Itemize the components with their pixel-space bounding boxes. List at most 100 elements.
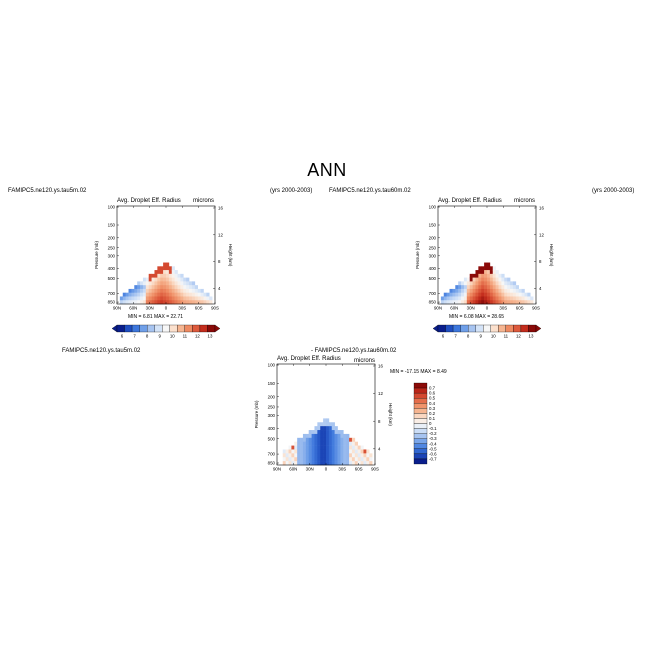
field-cell — [200, 288, 204, 293]
colorbar-swatch — [146, 324, 155, 333]
field-cell — [461, 292, 465, 297]
field-cell — [351, 461, 356, 466]
field-cell — [326, 441, 330, 446]
field-cell — [128, 288, 132, 293]
field-cell — [501, 285, 505, 290]
y-right-tick-label: 8 — [218, 259, 221, 264]
field-cell — [326, 426, 330, 431]
field-cell — [189, 285, 193, 290]
field-cell — [137, 285, 141, 290]
field-cell — [466, 296, 470, 301]
field-cell — [194, 288, 198, 293]
field-cell — [469, 300, 473, 305]
colorbar-swatch — [413, 418, 428, 424]
field-cell — [300, 449, 304, 454]
field-cell — [311, 437, 315, 442]
field-cell — [183, 300, 187, 305]
field-cell — [354, 449, 358, 454]
x-tick-label: 90N — [113, 306, 121, 311]
field-cell — [320, 453, 324, 458]
field-cell — [328, 457, 333, 462]
field-cell — [507, 288, 511, 293]
colorbar-label: -0.7 — [429, 456, 437, 461]
y-tick-label: 400 — [108, 266, 116, 271]
field-cell — [125, 300, 129, 305]
field-cell — [443, 300, 447, 305]
field-cell — [484, 292, 488, 297]
x-tick-label: 30S — [338, 467, 346, 472]
colorbar-label: 0.1 — [429, 416, 436, 421]
field-cell — [504, 296, 508, 301]
field-cell — [305, 433, 309, 439]
field-cell — [166, 292, 170, 297]
x-tick-label: 60S — [195, 306, 203, 311]
panel2-minmax: MIN = 6.08 MAX = 28.65 — [449, 314, 505, 320]
field-cell — [498, 277, 502, 282]
field-cell — [197, 288, 201, 293]
field-cell — [484, 266, 488, 271]
field-cell — [294, 449, 298, 454]
field-cell — [142, 296, 147, 301]
field-cell — [351, 453, 356, 458]
field-cell — [294, 445, 298, 450]
field-cell — [154, 273, 158, 278]
colorbar-label: 6 — [121, 334, 124, 339]
field-cell — [323, 430, 327, 435]
field-cell — [305, 445, 309, 450]
field-cell — [475, 288, 479, 293]
colorbar-swatch — [124, 324, 133, 333]
field-cell — [340, 453, 344, 458]
field-cell — [320, 426, 324, 431]
field-cell — [131, 296, 135, 301]
field-cell — [484, 296, 488, 301]
field-cell — [478, 296, 482, 301]
field-cell — [363, 449, 367, 454]
field-cell — [443, 292, 447, 297]
colorbar-end — [111, 324, 118, 333]
field-cell — [475, 292, 479, 297]
field-cell — [177, 277, 181, 282]
y-right-tick-label: 12 — [378, 391, 383, 396]
field-cell — [495, 270, 499, 275]
field-cell — [311, 449, 315, 454]
x-tick-label: 90S — [211, 306, 219, 311]
field-cell — [360, 445, 364, 450]
field-cell — [314, 441, 318, 446]
field-cell — [168, 288, 173, 293]
field-cell — [177, 281, 181, 286]
field-cell — [137, 288, 141, 293]
field-cell — [154, 277, 158, 282]
field-cell — [489, 288, 494, 293]
field-cell — [323, 422, 327, 427]
field-cell — [349, 449, 353, 454]
field-cell — [140, 292, 144, 297]
field-cell — [527, 296, 531, 301]
field-cell — [200, 300, 204, 305]
field-cell — [463, 281, 468, 286]
field-cell — [463, 285, 468, 290]
field-cell — [475, 296, 479, 301]
field-cell — [524, 300, 528, 305]
field-cell — [145, 285, 149, 290]
field-cell — [512, 296, 517, 301]
field-cell — [157, 266, 161, 271]
field-cell — [148, 281, 152, 286]
field-cell — [134, 288, 138, 293]
field-cell — [186, 285, 190, 290]
field-cell — [455, 288, 459, 293]
field-cell — [440, 296, 445, 301]
panel3-title: Avg. Droplet Eff. Radius — [277, 356, 341, 362]
field-cell — [203, 300, 207, 305]
field-cell — [148, 292, 152, 297]
field-cell — [466, 277, 470, 282]
field-cell — [340, 433, 344, 439]
field-cell — [489, 277, 494, 282]
field-cell — [191, 292, 196, 297]
field-cell — [154, 270, 158, 275]
field-cell — [166, 285, 170, 290]
field-cell — [495, 292, 499, 297]
x-tick-label: 0 — [325, 467, 328, 472]
field-cell — [328, 433, 333, 439]
field-cell — [481, 288, 485, 293]
field-cell — [337, 457, 341, 462]
